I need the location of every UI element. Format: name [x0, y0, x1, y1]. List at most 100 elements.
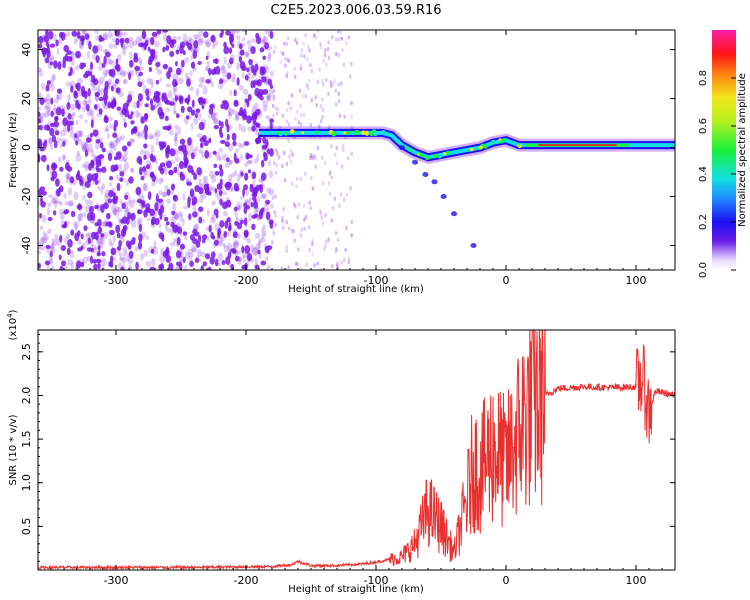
noise-blob [83, 161, 90, 169]
noise-blob [84, 181, 91, 188]
noise-blob [280, 50, 283, 55]
noise-blob [208, 67, 212, 76]
noise-blob [248, 64, 253, 70]
signal-speckle [394, 138, 399, 142]
noise-blob [77, 239, 82, 245]
noise-blob [161, 235, 165, 242]
noise-blob [243, 141, 250, 146]
noise-blob [115, 174, 120, 181]
noise-blob [269, 70, 274, 77]
noise-blob [340, 36, 344, 41]
noise-blob [70, 120, 74, 126]
noise-blob [244, 98, 248, 104]
noise-blob [292, 201, 296, 207]
noise-blob [229, 36, 233, 46]
noise-blob [161, 94, 165, 102]
noise-blob [49, 168, 55, 177]
noise-blob [67, 239, 73, 248]
noise-blob [151, 258, 156, 266]
noise-blob [112, 197, 118, 205]
noise-blob [90, 247, 94, 253]
noise-blob [341, 143, 345, 148]
noise-blob [233, 101, 239, 107]
noise-blob [216, 183, 223, 190]
noise-blob [343, 257, 346, 263]
noise-blob [337, 37, 341, 42]
noise-blob [157, 230, 163, 237]
noise-blob [146, 95, 150, 101]
noise-blob [192, 211, 198, 218]
noise-blob [233, 99, 239, 108]
noise-blob [148, 55, 154, 62]
noise-blob [108, 189, 114, 198]
noise-blob [240, 171, 244, 177]
noise-blob [266, 45, 273, 51]
noise-blob [97, 266, 101, 270]
noise-blob [38, 263, 41, 269]
noise-blob [131, 127, 138, 134]
y-tick-label: 1.5 [20, 430, 33, 448]
noise-blob [46, 93, 51, 101]
noise-blob [237, 204, 241, 210]
noise-blob [108, 140, 114, 147]
noise-blob [184, 72, 190, 79]
noise-blob [103, 93, 109, 101]
noise-blob [253, 117, 257, 126]
noise-blob [101, 63, 105, 68]
noise-blob [265, 201, 270, 208]
noise-blob [225, 181, 231, 191]
noise-blob [49, 127, 55, 137]
noise-blob [38, 124, 43, 131]
noise-blob [164, 99, 171, 105]
noise-blob [190, 109, 196, 116]
noise-blob [281, 215, 284, 220]
noise-blob [77, 103, 81, 112]
signal-speckle [315, 130, 319, 134]
noise-blob [268, 188, 275, 196]
noise-blob [86, 212, 93, 222]
noise-blob [153, 132, 158, 138]
noise-blob [155, 137, 159, 146]
noise-blob [287, 122, 291, 127]
noise-blob [141, 30, 147, 40]
noise-blob [206, 208, 210, 217]
noise-blob [209, 185, 213, 193]
noise-blob [132, 40, 138, 46]
noise-blob [216, 152, 221, 161]
noise-blob [182, 205, 189, 210]
signal-speckle [406, 146, 409, 149]
noise-blob [47, 62, 52, 70]
noise-blob [186, 78, 191, 87]
noise-blob [255, 122, 261, 128]
noise-blob [84, 204, 91, 213]
noise-blob [324, 244, 327, 249]
noise-blob [138, 71, 143, 77]
noise-blob [174, 132, 178, 142]
noise-blob [211, 200, 216, 206]
noise-blob [104, 199, 108, 209]
noise-blob [97, 262, 101, 270]
noise-blob [328, 191, 332, 197]
noise-blob [81, 37, 85, 46]
noise-blob [136, 198, 143, 204]
noise-blob [108, 30, 112, 39]
noise-blob [279, 60, 282, 65]
noise-blob [209, 35, 216, 41]
noise-blob [119, 70, 126, 78]
x-tick-label: -100 [364, 574, 389, 587]
noise-blob [227, 229, 231, 237]
noise-blob [148, 246, 155, 254]
noise-blob [321, 115, 324, 120]
noise-blob [321, 155, 324, 160]
noise-blob [223, 190, 228, 196]
noise-blob [219, 198, 223, 206]
noise-blob [59, 234, 63, 243]
noise-blob [162, 166, 166, 173]
noise-blob [176, 113, 180, 119]
noise-blob [119, 171, 125, 177]
x-tick-label: -200 [234, 574, 259, 587]
noise-blob [48, 194, 54, 199]
noise-blob [254, 233, 261, 239]
noise-blob [246, 154, 253, 159]
snr-xlabel: Height of straight line (km) [288, 584, 424, 595]
